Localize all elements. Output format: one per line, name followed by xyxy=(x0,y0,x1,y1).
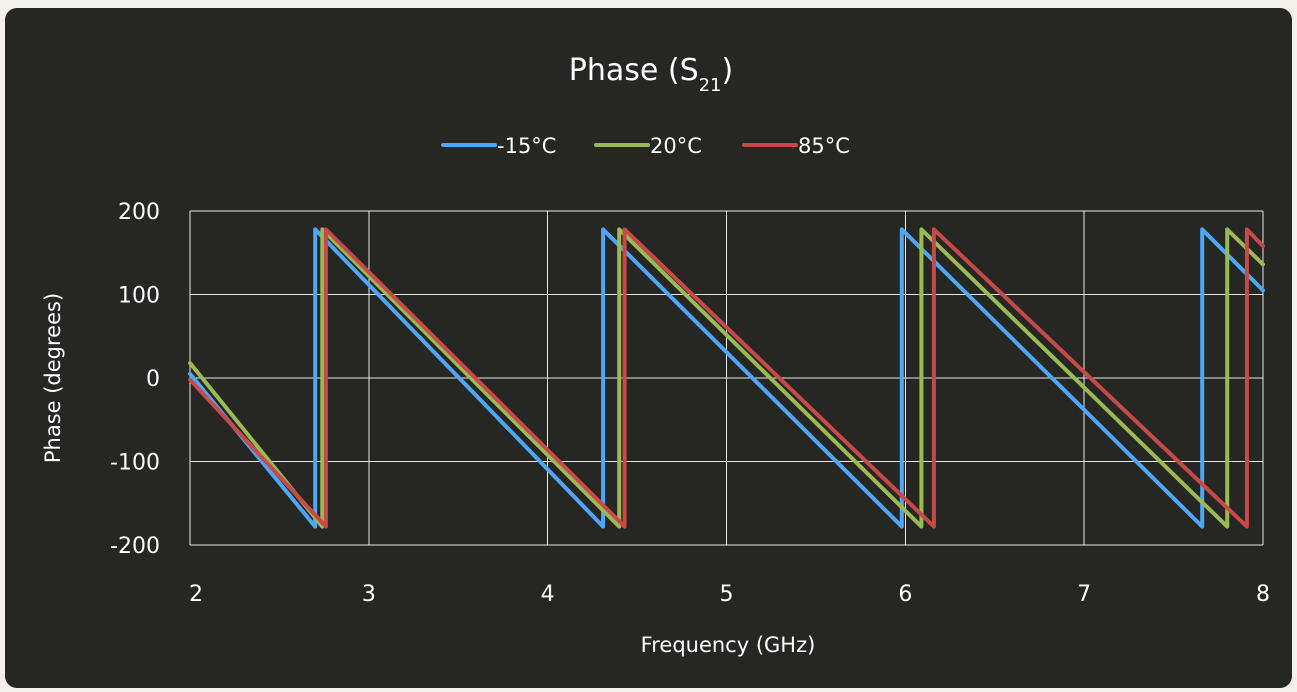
chart-title: Phase (S21) xyxy=(569,53,733,96)
x-tick-label: 8 xyxy=(1256,582,1270,607)
series-line xyxy=(188,227,1265,529)
series-line xyxy=(188,227,1265,529)
phase-chart: Phase (S21) -15°C 20°C 85°C 2 3 4 5 6 7 8 200 100… xyxy=(41,53,1270,657)
x-tick-label: 4 xyxy=(541,582,555,607)
chart-title-main: Phase (S xyxy=(569,53,699,88)
x-tick-label: 2 xyxy=(189,582,203,607)
x-axis-ticks: 2 3 4 5 6 7 8 xyxy=(189,582,1270,607)
grid-lines xyxy=(189,210,1264,546)
y-axis-ticks: 200 100 0 -100 -200 xyxy=(110,200,160,559)
x-axis-title: Frequency (GHz) xyxy=(641,633,816,657)
legend-label: -15°C xyxy=(497,134,556,158)
y-tick-label: -100 xyxy=(110,451,160,476)
chart-card: Phase (S21) -15°C 20°C 85°C 2 3 4 5 6 7 8 200 100… xyxy=(5,8,1292,688)
legend-label: 85°C xyxy=(798,134,850,158)
x-tick-label: 7 xyxy=(1077,582,1091,607)
y-tick-label: 200 xyxy=(118,200,160,225)
x-tick-label: 6 xyxy=(898,582,912,607)
series-lines xyxy=(188,227,1265,529)
chart-title-suffix: ) xyxy=(722,53,734,88)
legend-label: 20°C xyxy=(650,134,702,158)
x-tick-label: 3 xyxy=(362,582,376,607)
legend: -15°C 20°C 85°C xyxy=(441,134,850,158)
x-tick-label: 5 xyxy=(720,582,734,607)
series-line xyxy=(188,227,1265,529)
y-tick-label: 100 xyxy=(118,284,160,309)
y-tick-label: -200 xyxy=(110,534,160,559)
chart-title-subscript: 21 xyxy=(699,75,722,96)
y-tick-label: 0 xyxy=(146,367,160,392)
y-axis-title: Phase (degrees) xyxy=(41,293,65,463)
